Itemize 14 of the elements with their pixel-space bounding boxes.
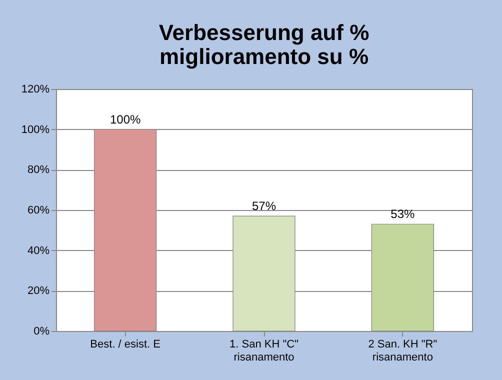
y-tick-label: 120% — [21, 84, 50, 96]
data-label: 53% — [390, 207, 415, 222]
y-tick-label: 100% — [21, 124, 50, 136]
y-tick-label: 80% — [27, 164, 50, 176]
x-tick-label: 2 San. KH "R" risanamento — [368, 338, 438, 364]
y-tick-label: 40% — [27, 244, 50, 257]
y-tick-label: 60% — [27, 204, 50, 216]
y-tick-label: 0% — [34, 326, 50, 338]
x-tick-label: Best. / esist. E — [90, 338, 160, 350]
x-tick-label: 1. San KH "C" risanamento — [230, 338, 299, 364]
y-tick-label: 20% — [27, 285, 50, 298]
data-label: 100% — [110, 112, 142, 126]
chart-title: Verbesserung auf % miglioramento su % — [158, 20, 370, 69]
data-label: 57% — [252, 199, 276, 214]
